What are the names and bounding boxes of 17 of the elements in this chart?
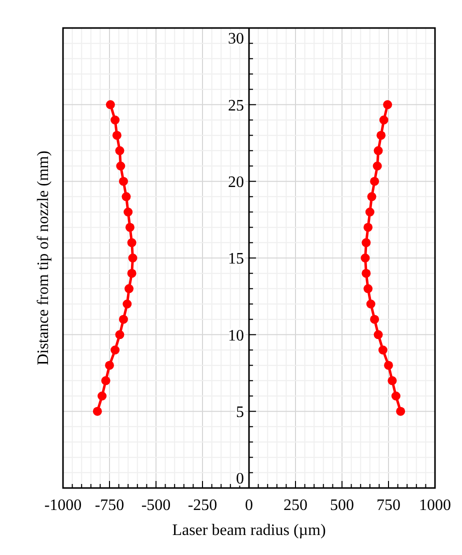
y-tick-label: 5 [236, 404, 244, 421]
x-tick-label: 1000 [419, 497, 451, 514]
y-tick-label: 25 [228, 97, 244, 114]
y-axis-title: Distance from tip of nozzle (mm) [35, 150, 52, 366]
y-tick-label: 30 [228, 30, 244, 48]
x-tick-label: -250 [188, 497, 218, 514]
x-axis-title: Laser beam radius (µm) [172, 522, 326, 539]
y-tick-label: 20 [228, 174, 244, 191]
y-tick-label: 10 [228, 327, 244, 344]
x-tick-label: 250 [284, 497, 308, 514]
x-tick-label: 500 [330, 497, 354, 514]
x-tick-label: -500 [141, 497, 171, 514]
y-tick-label: 0 [236, 470, 244, 488]
y-tick-label: 15 [228, 250, 244, 268]
x-tick-label: -1000 [44, 497, 82, 514]
x-tick-label: 750 [376, 497, 400, 514]
x-tick-label: -750 [94, 497, 124, 514]
